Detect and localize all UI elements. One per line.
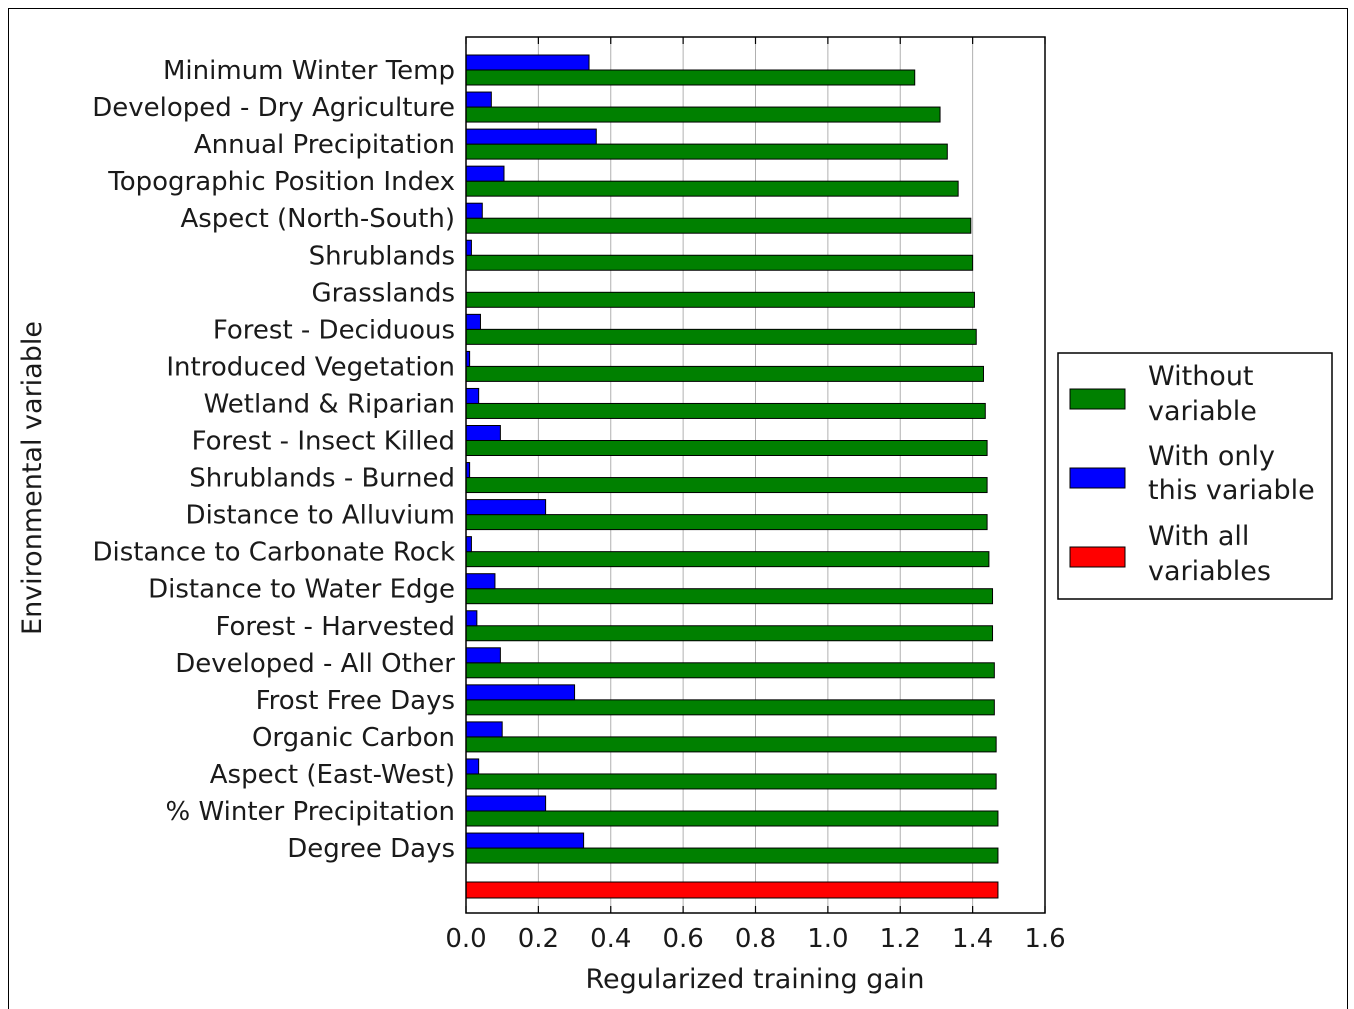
category-label: % Winter Precipitation <box>166 797 455 827</box>
bar-with-only-variable <box>465 239 472 256</box>
bar-with-only-variable <box>465 573 496 590</box>
y-axis-title: Environmental variable <box>17 321 48 635</box>
x-tick-label: 0.6 <box>662 924 703 954</box>
x-axis-title: Regularized training gain <box>585 964 924 995</box>
bar-with-only-variable <box>465 499 547 516</box>
legend-label: With all <box>1148 521 1249 552</box>
category-label: Organic Carbon <box>252 723 455 753</box>
x-tick-label: 1.4 <box>952 924 993 954</box>
bar-with-only-variable <box>465 202 483 219</box>
bar-with-only-variable <box>465 54 590 71</box>
bar-without-variable <box>465 217 972 234</box>
bar-with-only-variable <box>465 721 503 738</box>
bar-without-variable <box>465 365 984 382</box>
bar-without-variable <box>465 514 988 531</box>
bar-with-only-variable <box>465 165 505 182</box>
bar-with-only-variable <box>465 647 501 664</box>
category-label: Introduced Vegetation <box>166 352 455 382</box>
x-tick-label: 0.8 <box>735 924 776 954</box>
legend-swatch <box>1069 546 1126 568</box>
bar-with-only-variable <box>465 387 480 404</box>
bar-without-variable <box>465 847 999 864</box>
legend-swatch <box>1069 467 1126 489</box>
category-label: Distance to Carbonate Rock <box>92 538 455 568</box>
bar-with-only-variable <box>465 684 576 701</box>
bar-with-only-variable <box>465 313 481 330</box>
category-label: Shrublands - Burned <box>189 464 455 494</box>
bar-with-only-variable <box>465 610 478 627</box>
bar-without-variable <box>465 477 988 494</box>
legend-label: this variable <box>1148 475 1315 506</box>
legend-swatch <box>1069 388 1126 410</box>
category-label: Grasslands <box>311 278 455 308</box>
chart-frame <box>8 8 1348 1009</box>
bars-layer <box>465 54 999 899</box>
category-label: Aspect (East-West) <box>210 760 455 790</box>
bar-without-variable <box>465 402 986 419</box>
category-label: Frost Free Days <box>256 686 455 716</box>
legend-label: Without <box>1148 361 1254 392</box>
x-tick-label: 0.0 <box>445 924 486 954</box>
bar-without-variable <box>465 773 997 790</box>
category-label: Distance to Water Edge <box>148 575 455 605</box>
bar-without-variable <box>465 699 995 716</box>
category-label: Annual Precipitation <box>194 130 455 160</box>
category-label: Degree Days <box>287 834 455 864</box>
bar-with-only-variable <box>465 832 585 849</box>
bar-with-only-variable <box>465 425 501 441</box>
bar-without-variable <box>465 810 999 827</box>
bar-without-variable <box>465 106 941 123</box>
bar-without-variable <box>465 328 977 345</box>
bar-with-only-variable <box>465 758 480 775</box>
bar-without-variable <box>465 69 916 86</box>
category-label: Topographic Position Index <box>107 167 455 197</box>
bar-without-variable <box>465 625 994 642</box>
category-label: Aspect (North-South) <box>180 204 455 234</box>
category-label: Minimum Winter Temp <box>163 56 455 86</box>
category-label: Distance to Alluvium <box>186 501 455 531</box>
category-label: Developed - All Other <box>175 649 455 679</box>
bar-without-variable <box>465 662 995 679</box>
legend-label: With only <box>1148 441 1275 472</box>
bar-without-variable <box>465 588 994 605</box>
bar-with-all-variables <box>465 881 999 899</box>
bar-without-variable <box>465 291 975 308</box>
bar-with-only-variable <box>465 128 597 145</box>
bar-without-variable <box>465 143 948 160</box>
bar-with-only-variable <box>465 536 472 553</box>
x-tick-label: 1.0 <box>807 924 848 954</box>
x-tick-label: 0.4 <box>590 924 631 954</box>
category-label: Forest - Insect Killed <box>192 427 455 457</box>
x-tick-label: 1.6 <box>1024 924 1065 954</box>
bar-with-only-variable <box>465 795 547 812</box>
category-label: Developed - Dry Agriculture <box>92 93 455 123</box>
category-label: Forest - Harvested <box>216 612 456 642</box>
y-axis-categories: Minimum Winter Temp Developed - Dry Agric… <box>92 56 455 864</box>
x-tick-label: 0.2 <box>518 924 559 954</box>
x-axis-ticks: 0.0 0.2 0.4 0.6 0.8 1.0 1.2 1.4 1.6 <box>445 37 1066 954</box>
bar-without-variable <box>465 180 959 197</box>
bar-with-only-variable <box>465 91 492 108</box>
category-label: Wetland & Riparian <box>204 389 455 419</box>
category-label: Shrublands <box>309 241 455 271</box>
legend-label: variable <box>1148 396 1257 427</box>
category-label: Forest - Deciduous <box>213 315 455 345</box>
bar-without-variable <box>465 736 997 753</box>
bar-without-variable <box>465 551 990 568</box>
bar-without-variable <box>465 440 988 456</box>
x-tick-label: 1.2 <box>880 924 921 954</box>
bar-without-variable <box>465 254 974 271</box>
legend-label: variables <box>1148 556 1271 587</box>
